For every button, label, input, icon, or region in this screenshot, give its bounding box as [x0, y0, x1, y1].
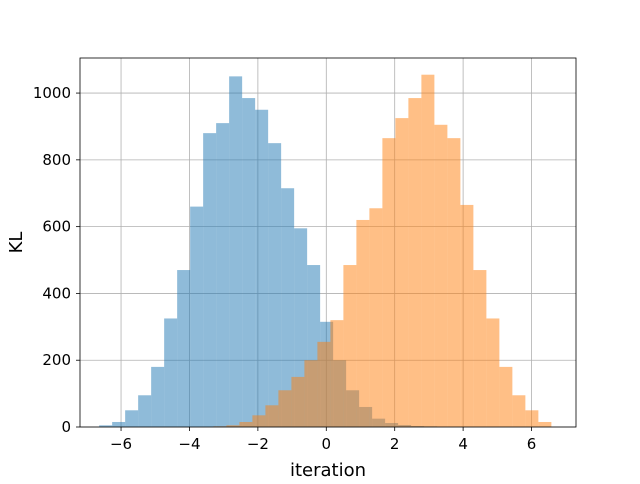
y-tick-label: 800	[42, 151, 71, 169]
x-tick-label: −2	[247, 435, 269, 453]
y-axis-label: KL	[6, 232, 27, 254]
x-tick-label: 2	[390, 435, 400, 453]
histogram-bar	[291, 377, 304, 427]
histogram-bar	[525, 410, 538, 427]
x-axis-label: iteration	[290, 460, 366, 480]
x-tick-label: −6	[110, 435, 132, 453]
x-tick-label: 6	[527, 435, 537, 453]
histogram-bar	[151, 367, 164, 427]
histogram-bar	[356, 220, 369, 427]
x-tick-label: −4	[178, 435, 200, 453]
histogram-bar	[499, 367, 512, 427]
y-tick-label: 200	[42, 351, 71, 369]
histogram-bar	[460, 205, 473, 427]
histogram-bar	[330, 320, 343, 427]
histogram-bar	[164, 318, 177, 427]
histogram-bar	[138, 395, 151, 427]
histogram-bar	[265, 405, 278, 427]
histogram-bar	[343, 265, 356, 427]
histogram-bar	[239, 422, 252, 427]
histogram-bar	[112, 422, 125, 427]
histogram-bar	[434, 125, 447, 427]
histogram-bar	[242, 98, 255, 427]
y-tick-label: 0	[61, 418, 71, 436]
histogram-bar	[369, 208, 382, 427]
y-tick-label: 600	[42, 218, 71, 236]
histogram-bar	[447, 138, 460, 427]
y-tick-label: 1000	[33, 84, 71, 102]
histogram-bar	[177, 270, 190, 427]
x-tick-label: 4	[458, 435, 468, 453]
histogram-bar	[421, 75, 434, 427]
histogram-bar	[203, 133, 216, 427]
histogram-bar	[382, 138, 395, 427]
histogram-bar	[229, 76, 242, 427]
histogram-bar	[473, 270, 486, 427]
histogram-bar	[268, 143, 281, 427]
histogram-bar	[317, 342, 330, 427]
histogram-bar	[408, 98, 421, 427]
histogram-bar	[512, 395, 525, 427]
histogram-bar	[252, 415, 265, 427]
x-tick-label: 0	[322, 435, 332, 453]
histogram-bar	[255, 110, 268, 427]
histogram-bar	[304, 360, 317, 427]
histogram-bar	[395, 118, 408, 427]
histogram-bar	[486, 318, 499, 427]
histogram-bar	[278, 390, 291, 427]
y-tick-label: 400	[42, 284, 71, 302]
histogram-bar	[216, 123, 229, 427]
histogram-bar	[538, 422, 551, 427]
histogram-bar	[125, 410, 138, 427]
histogram-bar	[190, 207, 203, 427]
